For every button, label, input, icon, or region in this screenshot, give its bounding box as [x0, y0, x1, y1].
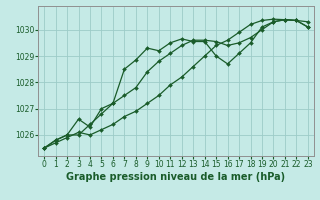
X-axis label: Graphe pression niveau de la mer (hPa): Graphe pression niveau de la mer (hPa) [67, 172, 285, 182]
